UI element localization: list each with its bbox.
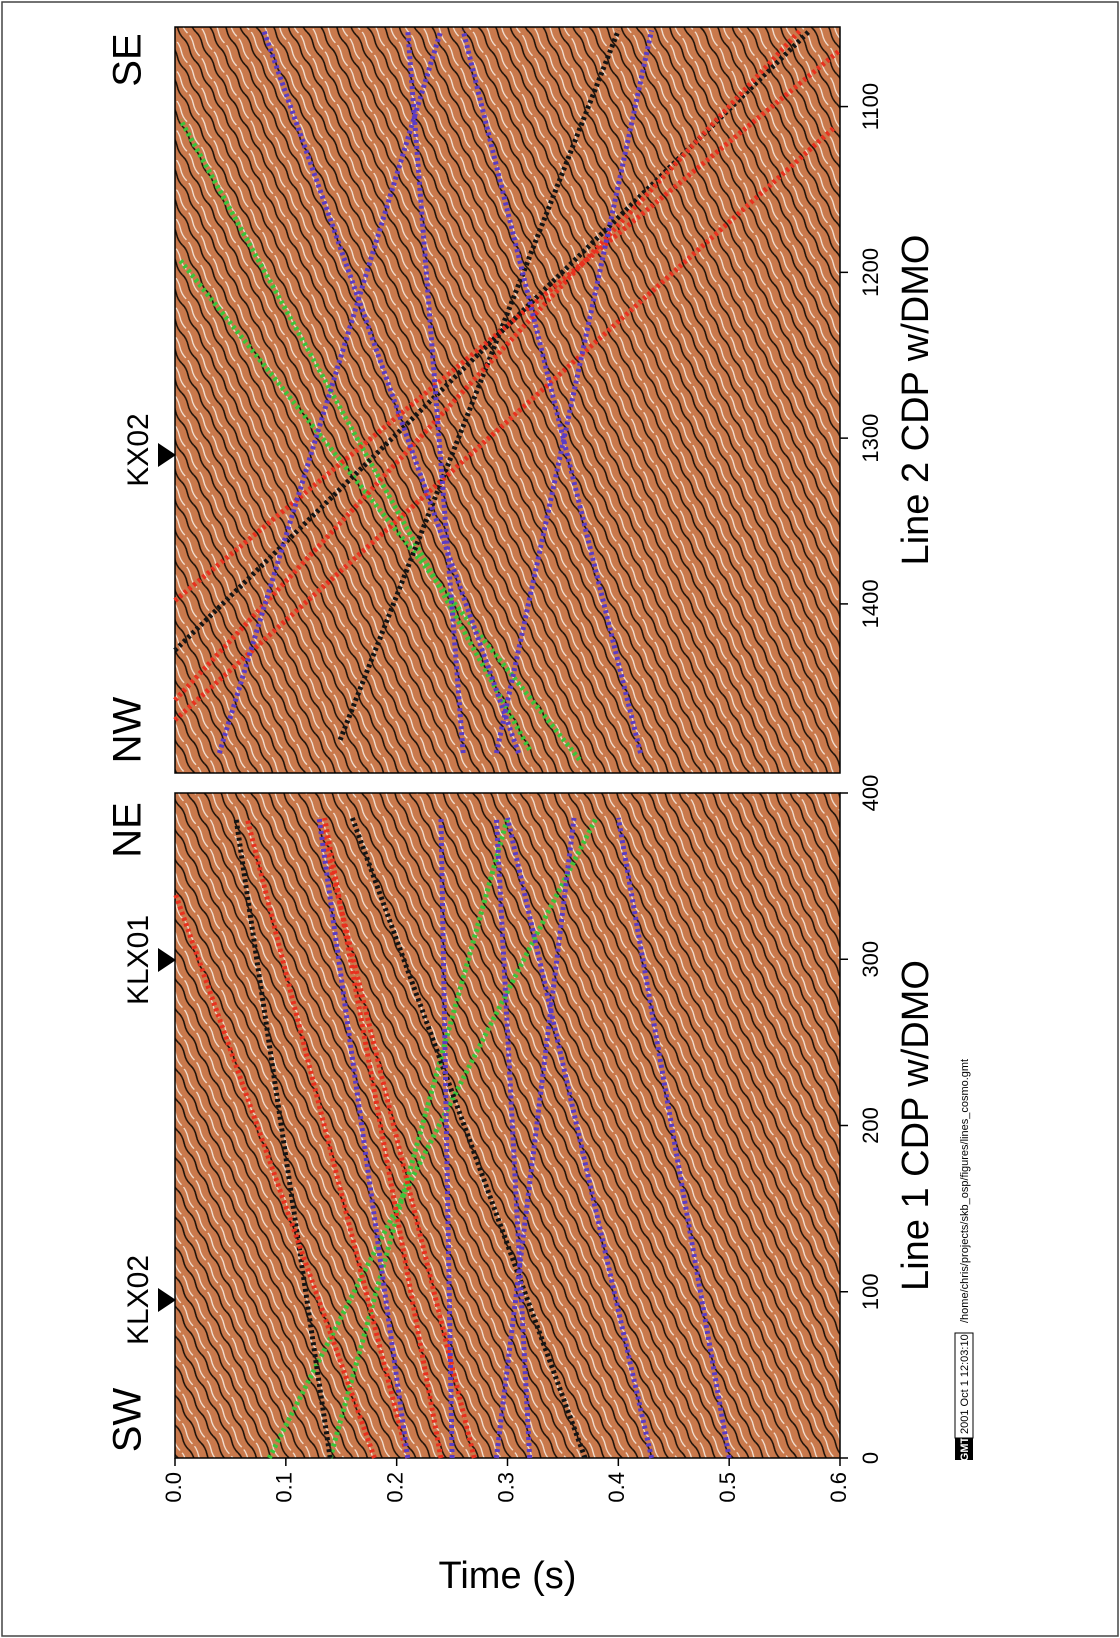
annotation: KX02 bbox=[122, 413, 155, 486]
horizon-pick bbox=[178, 118, 532, 752]
x-tick-label: 400 bbox=[858, 775, 883, 812]
annotation: KLX02 bbox=[122, 1255, 155, 1345]
annotation: SW bbox=[106, 1388, 150, 1453]
panel-frame bbox=[174, 26, 841, 774]
x-tick-label: 0 bbox=[858, 1452, 883, 1464]
y-tick-label: 0.1 bbox=[272, 1472, 297, 1503]
x-tick-label: 1100 bbox=[858, 83, 883, 130]
stamp-date: 2001 Oct 1 12:03:10 bbox=[959, 1334, 971, 1434]
y-tick-label: 0.2 bbox=[382, 1472, 407, 1503]
horizon-pick bbox=[438, 817, 455, 1459]
x-axis-label: Line 1 CDP w/DMO bbox=[895, 960, 937, 1291]
horizon-pick bbox=[316, 817, 477, 1459]
well-marker bbox=[158, 443, 176, 467]
horizon-pick bbox=[244, 817, 411, 1459]
horizon-pick bbox=[615, 817, 732, 1459]
horizon-pick bbox=[327, 817, 510, 1459]
y-tick-label: 0.5 bbox=[715, 1472, 740, 1503]
annotation: KLX01 bbox=[122, 915, 155, 1005]
rotated-figure: GMT 2001 Oct 1 12:03:10 /home/chris/proj… bbox=[106, 26, 974, 1597]
horizon-pick bbox=[178, 259, 582, 762]
horizon-pick bbox=[493, 817, 533, 1459]
x-tick-label: 1300 bbox=[858, 414, 883, 463]
seismic-section bbox=[175, 793, 840, 1458]
horizon-pick bbox=[173, 124, 838, 722]
y-tick-label: 0.6 bbox=[826, 1472, 851, 1503]
annotation: NW bbox=[106, 696, 150, 763]
horizon-pick bbox=[216, 29, 444, 754]
x-axis-label: Line 2 CDP w/DMO bbox=[895, 235, 937, 566]
annotation: NE bbox=[106, 802, 150, 858]
well-marker bbox=[158, 948, 176, 972]
horizon-pick bbox=[172, 891, 377, 1459]
x-tick-label: 1400 bbox=[858, 579, 883, 628]
horizon-pick bbox=[405, 30, 466, 754]
well-marker bbox=[158, 1288, 176, 1312]
x-tick-label: 1200 bbox=[858, 248, 883, 297]
y-tick-label: 0.4 bbox=[604, 1472, 629, 1503]
y-tick-label: 0.0 bbox=[161, 1472, 186, 1503]
horizon-pick bbox=[460, 29, 643, 754]
gmt-logo: GMT bbox=[959, 1437, 971, 1462]
horizon-pick bbox=[261, 29, 521, 754]
x-tick-label: 300 bbox=[858, 941, 883, 978]
y-axis-label: Time (s) bbox=[439, 1555, 577, 1597]
y-tick-label: 0.3 bbox=[493, 1472, 518, 1503]
x-tick-label: 100 bbox=[858, 1273, 883, 1310]
horizon-pick bbox=[173, 28, 802, 702]
stamp-path: /home/chris/projects/skb_osp/figures/lin… bbox=[959, 1059, 971, 1323]
horizon-pick bbox=[322, 817, 444, 1459]
horizon-pick bbox=[505, 817, 655, 1459]
annotation: SE bbox=[106, 33, 150, 86]
horizon-pick bbox=[337, 29, 621, 741]
stamp-box bbox=[954, 1332, 974, 1439]
gmt-logo-box bbox=[955, 1438, 973, 1460]
x-tick-label: 200 bbox=[858, 1107, 883, 1144]
seismic-section bbox=[175, 27, 840, 773]
